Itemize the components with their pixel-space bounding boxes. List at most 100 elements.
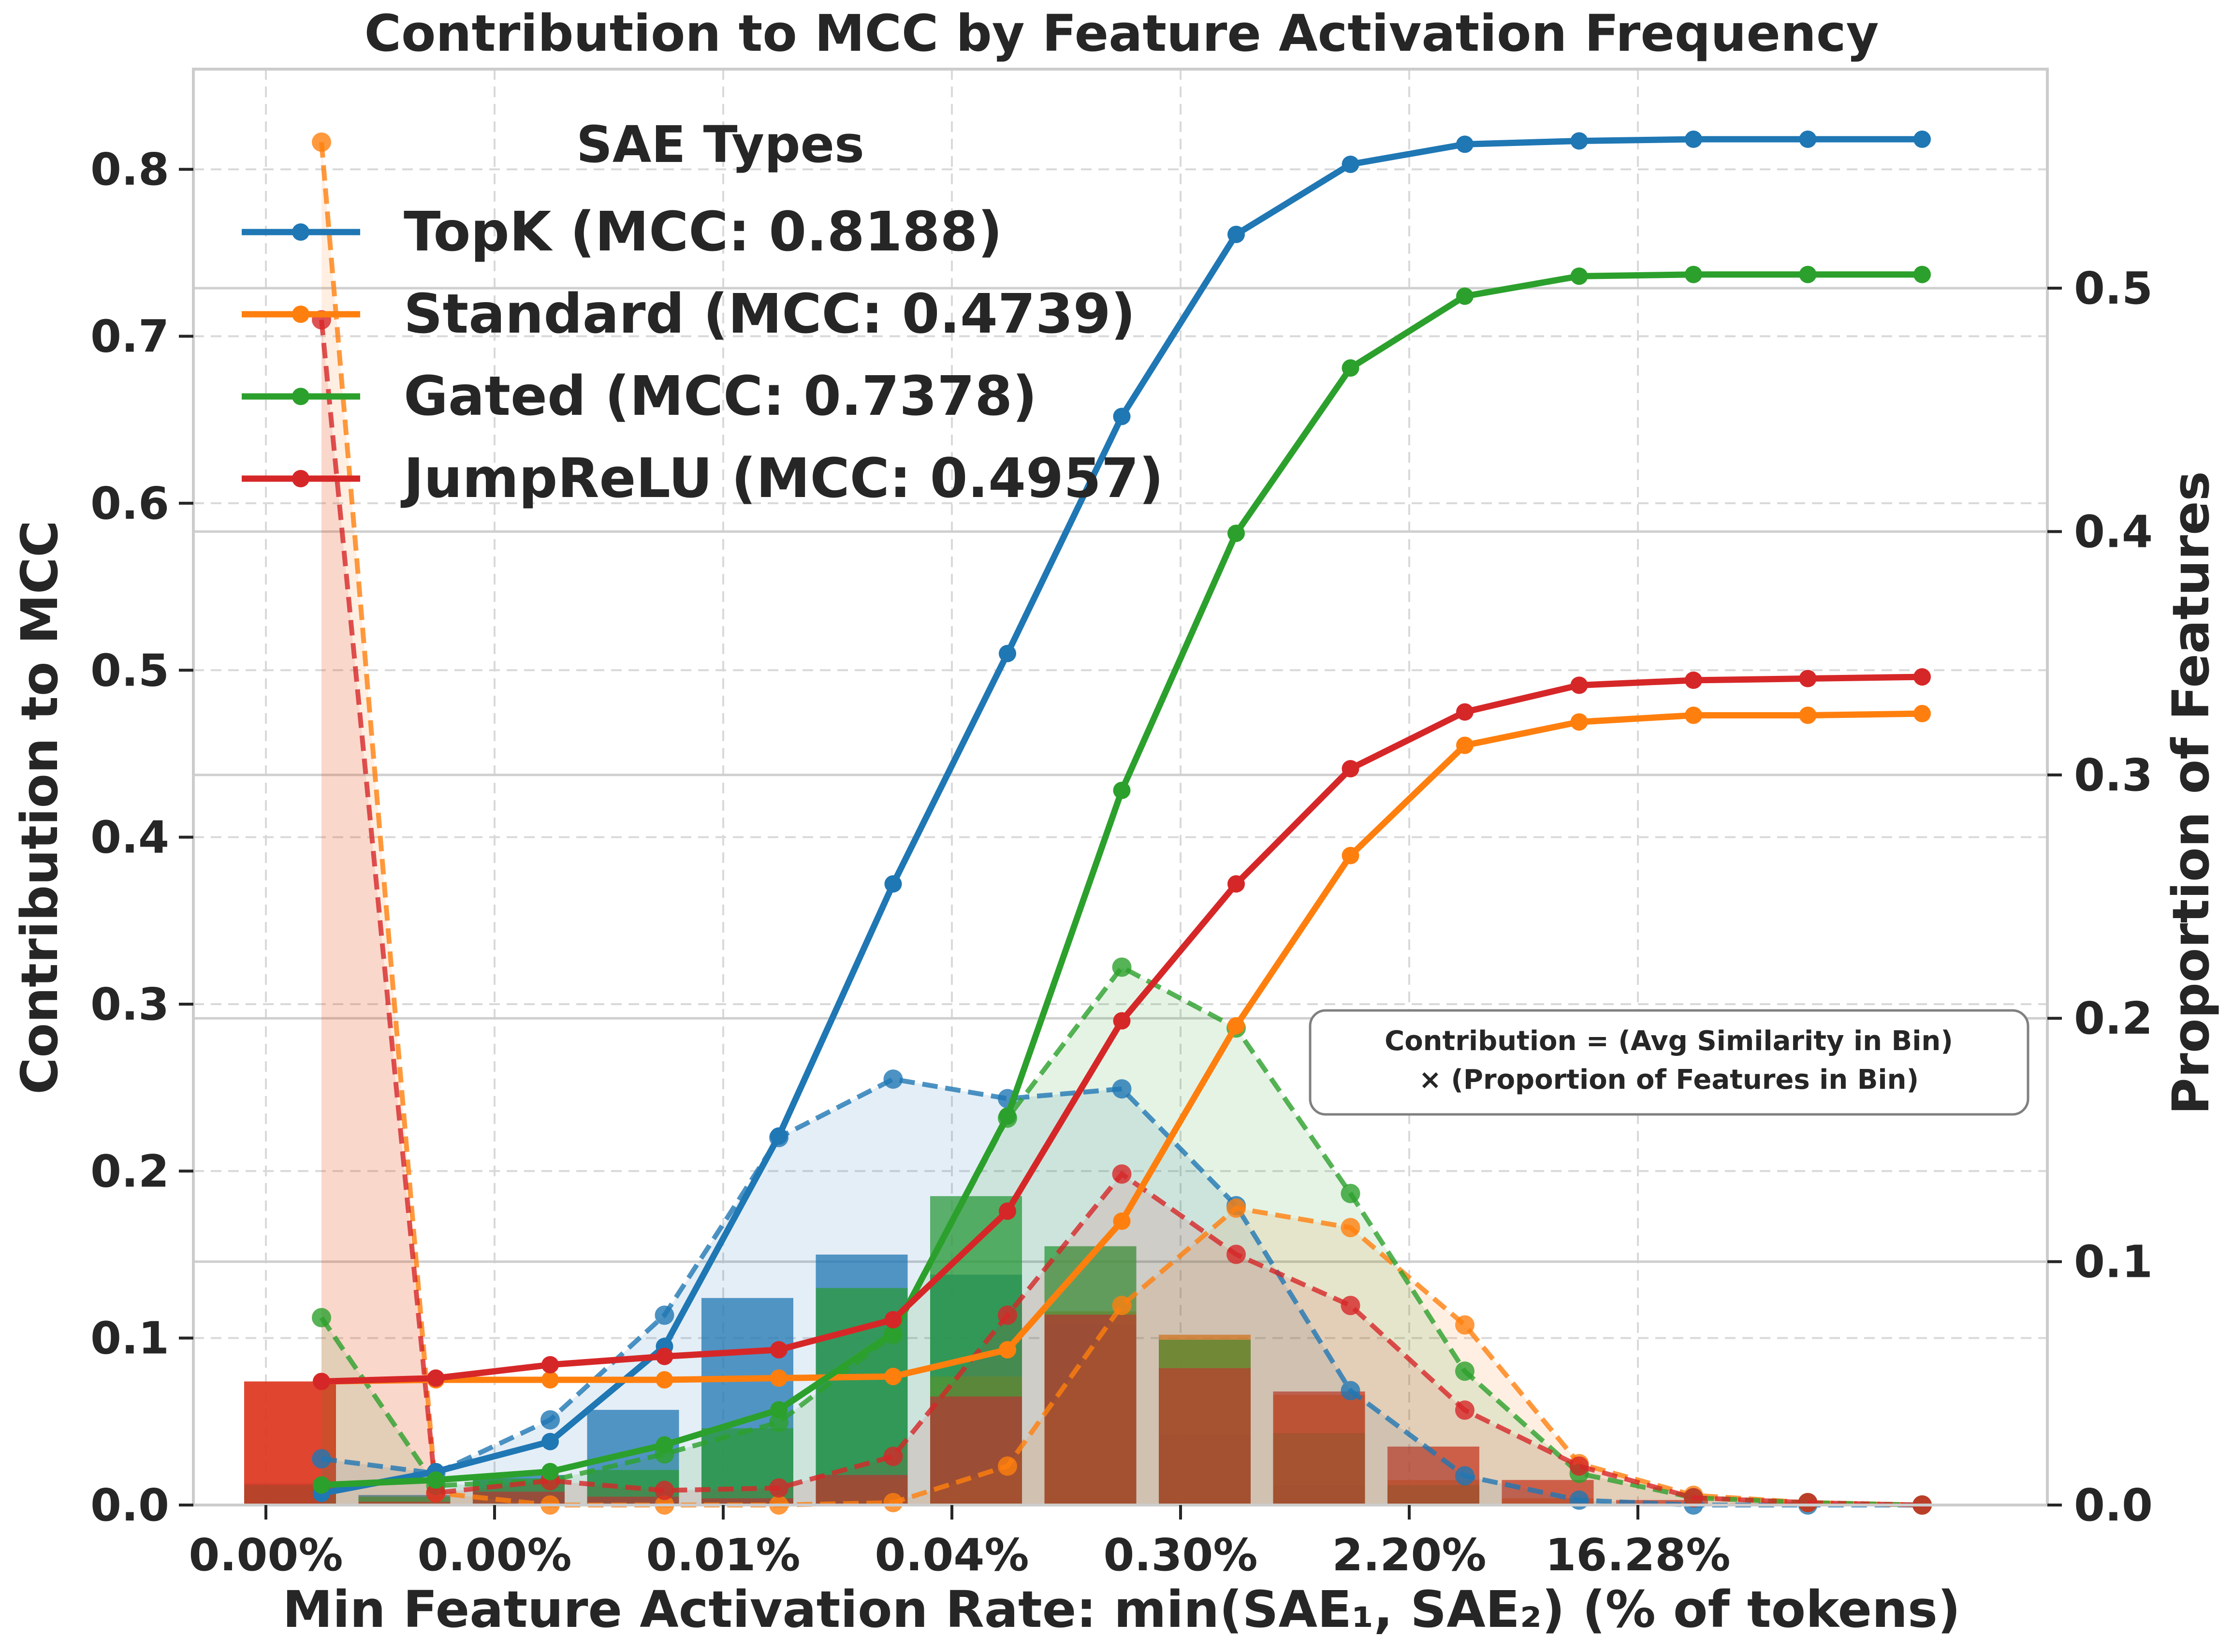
annotation-box: Contribution = (Avg Similarity in Bin) ×…: [1309, 1009, 2029, 1116]
legend-swatch-marker: [292, 470, 309, 487]
cumulative-mcc-point: [1685, 706, 1702, 724]
cumulative-mcc-point: [1799, 131, 1817, 148]
cumulative-mcc-point: [1799, 706, 1817, 724]
contribution-bar: [358, 1502, 451, 1505]
cumulative-mcc-point: [1456, 135, 1474, 153]
annotation-frame: [1309, 1009, 2029, 1116]
legend-label: JumpReLU (MCC: 0.4957): [400, 447, 1164, 510]
proportion-point: [655, 1305, 674, 1325]
proportion-point: [883, 1492, 903, 1512]
proportion-point: [998, 1456, 1017, 1476]
proportion-point: [1226, 1198, 1246, 1218]
y-tick-label: 0.5: [90, 644, 169, 696]
legend-label: TopK (MCC: 0.8188): [404, 201, 1003, 263]
cumulative-mcc-point: [1685, 671, 1702, 689]
cumulative-mcc-point: [884, 875, 902, 893]
proportion-point: [1341, 1184, 1360, 1203]
y-tick-label: 0.3: [90, 979, 169, 1030]
y-tick-label-right: 0.0: [2074, 1479, 2153, 1531]
proportion-point: [1569, 1490, 1589, 1510]
proportion-point: [312, 1449, 331, 1469]
contribution-bar: [1616, 1500, 1708, 1505]
legend-label: Gated (MCC: 0.7378): [404, 365, 1037, 428]
cumulative-mcc-point: [1113, 1012, 1131, 1030]
cumulative-mcc-point: [1456, 703, 1474, 721]
proportion-point: [1455, 1361, 1474, 1381]
y-tick-label-right: 0.2: [2074, 993, 2153, 1044]
proportion-point: [883, 1069, 903, 1089]
proportion-point: [1798, 1492, 1818, 1512]
proportion-point: [1226, 1244, 1246, 1264]
cumulative-mcc-point: [1913, 131, 1931, 148]
cumulative-mcc-point: [313, 1476, 330, 1494]
cumulative-mcc-point: [770, 1401, 788, 1419]
cumulative-mcc-point: [656, 1347, 673, 1365]
proportion-point: [1341, 1381, 1360, 1401]
x-tick-label: 2.20%: [1332, 1529, 1486, 1581]
legend-swatch-marker: [292, 223, 309, 241]
y-tick-label: 0.0: [90, 1479, 169, 1531]
cumulative-mcc-point: [1113, 1212, 1131, 1230]
cumulative-mcc-point: [1227, 225, 1245, 243]
cumulative-mcc-point: [656, 1436, 673, 1454]
cumulative-mcc-point: [1342, 155, 1359, 173]
proportion-point: [1455, 1315, 1474, 1335]
plot-frame: [192, 68, 2049, 1506]
cumulative-mcc-point: [1570, 676, 1588, 694]
cumulative-mcc-point: [884, 1324, 902, 1342]
cumulative-mcc-point: [1342, 359, 1359, 377]
y-tick-label: 0.8: [90, 144, 169, 195]
cumulative-mcc-point: [999, 1202, 1016, 1220]
y-tick-label: 0.7: [90, 311, 169, 363]
proportion-point: [426, 1483, 446, 1503]
y-tick-label-right: 0.5: [2074, 263, 2153, 314]
proportion-point: [769, 1412, 788, 1432]
cumulative-mcc-point: [1685, 131, 1702, 148]
proportion-point: [312, 1308, 331, 1328]
cumulative-mcc-point: [1113, 408, 1131, 425]
cumulative-mcc-point: [1799, 670, 1817, 687]
cumulative-mcc-point: [541, 1371, 559, 1389]
cumulative-mcc-point: [884, 1368, 902, 1386]
y-tick-label: 0.1: [90, 1313, 169, 1364]
y-tick-label: 0.6: [90, 478, 169, 529]
legend-swatch-marker: [292, 306, 309, 323]
proportion-point: [1112, 1164, 1132, 1184]
proportion-point: [1455, 1400, 1474, 1420]
x-tick-label: 0.30%: [1103, 1529, 1257, 1581]
proportion-area: [321, 967, 1922, 1505]
proportion-areas: [321, 142, 1922, 1506]
proportion-point: [312, 132, 331, 152]
cumulative-mcc-point: [1342, 760, 1359, 778]
cumulative-mcc-point: [999, 1107, 1016, 1125]
legend: SAE Types TopK (MCC: 0.8188) Standard (MC…: [242, 115, 1164, 510]
legend-title: SAE Types: [576, 115, 864, 174]
axis-ticks: 0.00.10.20.30.40.50.60.70.80.00.10.20.30…: [90, 144, 2153, 1581]
cumulative-mcc-point: [427, 1369, 445, 1387]
cumulative-mcc-point: [1570, 132, 1588, 150]
proportion-point: [1684, 1488, 1703, 1507]
legend-label: Standard (MCC: 0.4739): [404, 283, 1136, 346]
cumulative-mcc-point: [541, 1462, 559, 1480]
proportion-point: [1112, 1296, 1132, 1316]
axes-frame: [192, 68, 2049, 1506]
cumulative-mcc-point: [1685, 265, 1702, 283]
cumulative-mcc-point: [1570, 267, 1588, 285]
y-axis-label-right: Proportion of Features: [2161, 471, 2220, 1114]
x-tick-label: 0.04%: [875, 1529, 1029, 1581]
legend-swatch-marker: [292, 388, 309, 405]
cumulative-mcc-point: [1456, 736, 1474, 754]
cumulative-mcc-point: [1113, 781, 1131, 799]
cumulative-mcc-point: [770, 1341, 788, 1359]
proportion-point: [1341, 1296, 1360, 1316]
cumulative-mcc-point: [884, 1311, 902, 1329]
y-tick-label: 0.4: [90, 812, 169, 863]
cumulative-mcc-point: [1227, 1017, 1245, 1035]
x-axis-label: Min Feature Activation Rate: min(SAE₁, S…: [283, 1580, 1961, 1639]
cumulative-mcc-point: [770, 1127, 788, 1145]
annotation-line-1: Contribution = (Avg Similarity in Bin): [1385, 1025, 1953, 1057]
x-tick-label: 0.00%: [417, 1529, 571, 1581]
y-tick-label-right: 0.4: [2074, 506, 2153, 557]
y-tick-label-right: 0.3: [2074, 749, 2153, 801]
